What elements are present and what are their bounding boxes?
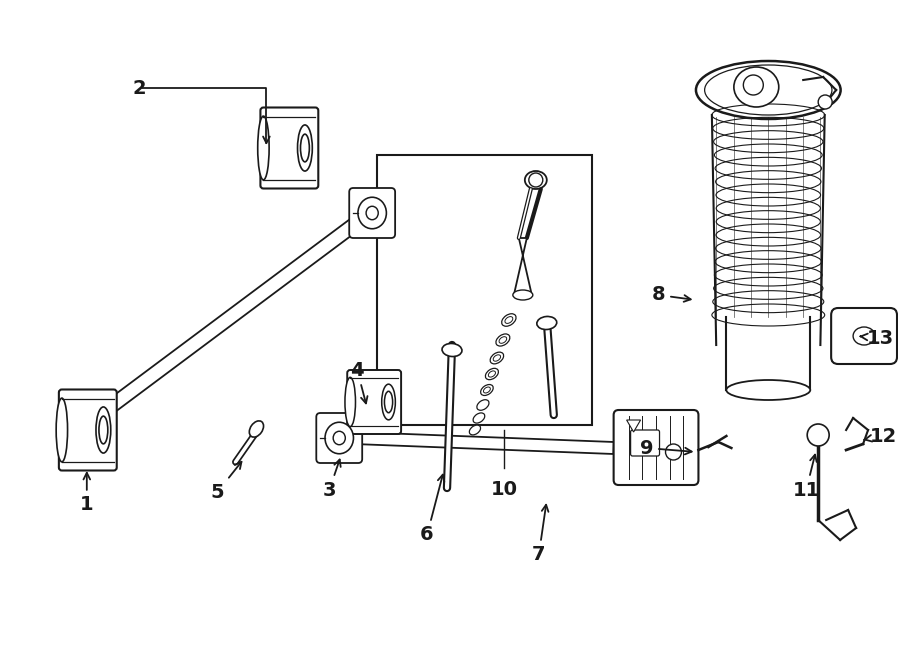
Ellipse shape <box>500 336 507 343</box>
Ellipse shape <box>358 197 386 229</box>
Ellipse shape <box>249 421 264 437</box>
Text: 6: 6 <box>420 475 445 545</box>
Ellipse shape <box>513 290 533 300</box>
Ellipse shape <box>734 67 778 107</box>
Ellipse shape <box>493 355 500 361</box>
Ellipse shape <box>366 206 378 219</box>
Ellipse shape <box>96 407 111 453</box>
FancyBboxPatch shape <box>349 188 395 238</box>
Text: 5: 5 <box>211 462 241 502</box>
Ellipse shape <box>345 377 356 426</box>
Circle shape <box>818 95 832 109</box>
Text: 9: 9 <box>640 438 692 457</box>
Ellipse shape <box>481 385 493 395</box>
Ellipse shape <box>485 368 499 379</box>
Polygon shape <box>354 432 614 454</box>
Ellipse shape <box>442 344 462 356</box>
Text: 3: 3 <box>322 459 341 500</box>
Text: 2: 2 <box>133 79 147 98</box>
FancyBboxPatch shape <box>58 389 117 471</box>
Ellipse shape <box>726 380 810 400</box>
Ellipse shape <box>483 387 490 393</box>
Text: 12: 12 <box>864 426 896 446</box>
Polygon shape <box>514 238 532 295</box>
Ellipse shape <box>384 391 392 412</box>
Text: 4: 4 <box>350 360 367 403</box>
Ellipse shape <box>853 327 875 345</box>
Ellipse shape <box>382 384 395 420</box>
Text: 8: 8 <box>652 286 690 305</box>
Ellipse shape <box>99 416 108 444</box>
Text: 7: 7 <box>532 505 548 564</box>
Text: 13: 13 <box>860 329 894 348</box>
Text: 10: 10 <box>491 480 518 499</box>
Ellipse shape <box>477 400 489 410</box>
Ellipse shape <box>469 425 481 435</box>
FancyBboxPatch shape <box>831 308 897 364</box>
Ellipse shape <box>489 371 496 377</box>
Bar <box>377 155 591 425</box>
Text: 11: 11 <box>793 455 820 500</box>
Ellipse shape <box>333 431 346 445</box>
Ellipse shape <box>525 171 547 189</box>
Ellipse shape <box>473 413 485 423</box>
Circle shape <box>807 424 829 446</box>
Ellipse shape <box>298 125 312 171</box>
Circle shape <box>743 75 763 95</box>
Ellipse shape <box>56 398 68 462</box>
Ellipse shape <box>257 116 269 180</box>
FancyBboxPatch shape <box>347 370 401 434</box>
Ellipse shape <box>536 317 557 330</box>
Ellipse shape <box>325 422 354 453</box>
Ellipse shape <box>696 61 841 119</box>
Ellipse shape <box>505 317 513 323</box>
Ellipse shape <box>301 134 310 162</box>
FancyBboxPatch shape <box>260 108 319 188</box>
Ellipse shape <box>491 352 504 364</box>
Circle shape <box>529 173 543 187</box>
FancyBboxPatch shape <box>631 430 660 456</box>
FancyBboxPatch shape <box>614 410 698 485</box>
Ellipse shape <box>501 314 516 327</box>
FancyBboxPatch shape <box>316 413 362 463</box>
Circle shape <box>665 444 681 460</box>
Polygon shape <box>626 420 641 432</box>
Polygon shape <box>109 210 372 410</box>
Text: 1: 1 <box>80 473 94 514</box>
Ellipse shape <box>496 334 509 346</box>
